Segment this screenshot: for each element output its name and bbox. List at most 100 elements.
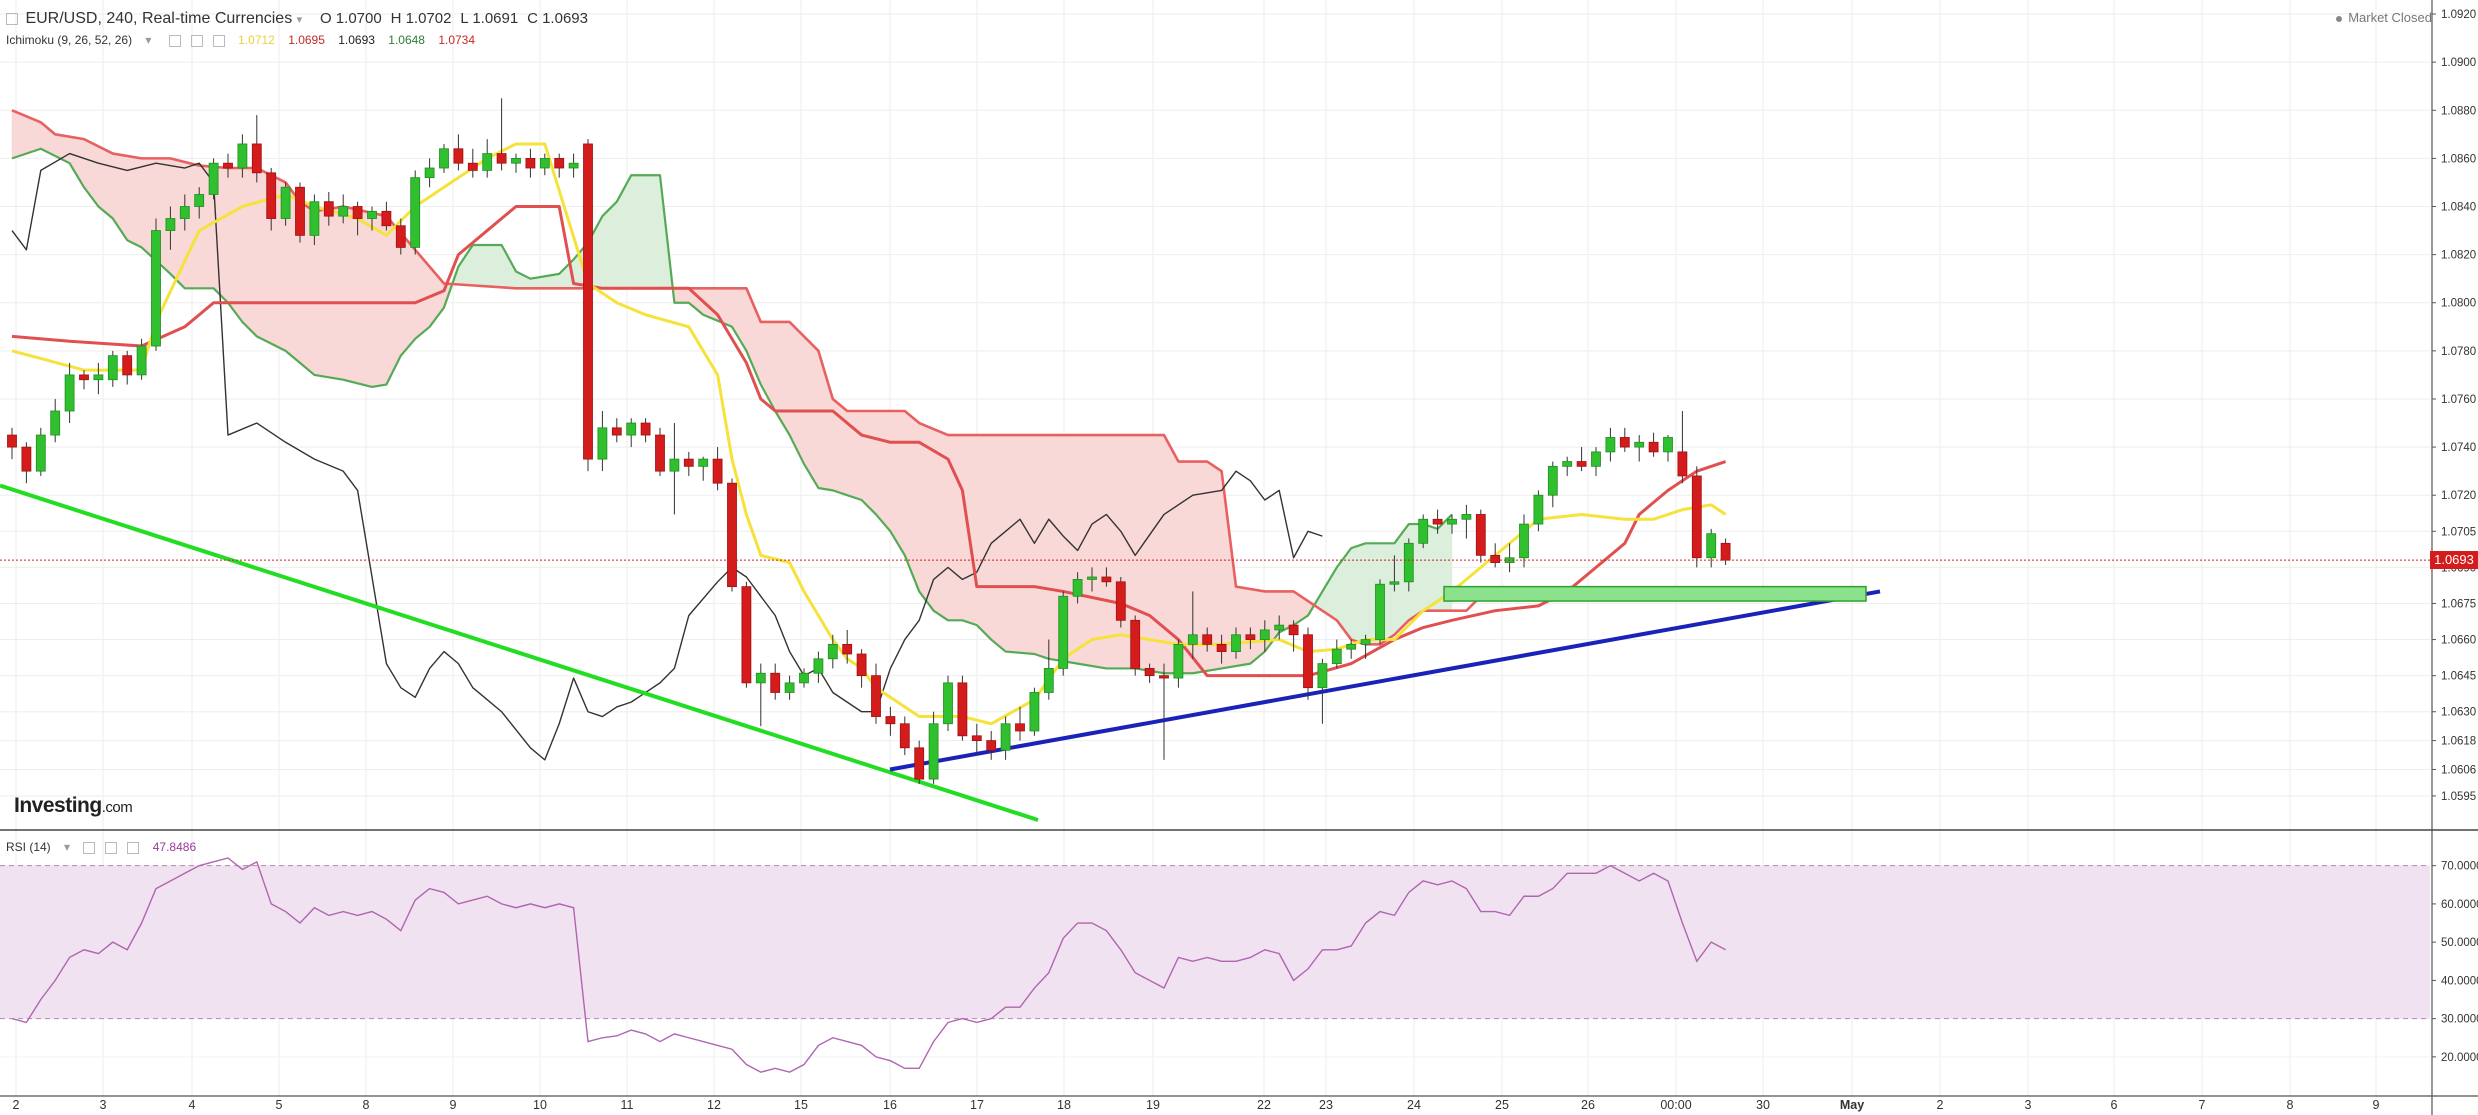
x-tick-label-5: 9: [450, 1098, 457, 1112]
candle-body: [611, 427, 622, 436]
candle-body: [280, 186, 291, 219]
symbol-title[interactable]: EUR/USD, 240, Real-time Currencies: [25, 10, 293, 27]
chevron-down-icon[interactable]: ▾: [296, 14, 303, 26]
x-tick-label-2: 4: [189, 1098, 196, 1112]
cloud-segment: [382, 215, 387, 386]
candle-body: [467, 162, 478, 171]
x-tick-label-1: 3: [100, 1098, 107, 1112]
cloud-segment: [1347, 547, 1352, 641]
candle-body: [1634, 441, 1645, 448]
rsi-name[interactable]: RSI (14): [6, 840, 51, 854]
chevron-down-icon[interactable]: ▾: [145, 33, 152, 47]
cloud-segment: [756, 313, 762, 385]
cloud-segment: [101, 147, 106, 214]
x-tick-label-4: 8: [363, 1098, 370, 1112]
cloud-segment: [879, 410, 884, 524]
cloud-segment: [36, 120, 42, 151]
cloud-segment: [1242, 587, 1248, 666]
indicator-name[interactable]: Ichimoku (9, 26, 52, 26): [6, 33, 133, 47]
candle-body: [1360, 639, 1371, 645]
cloud-segment: [724, 288, 729, 326]
candle-body: [439, 148, 449, 169]
cloud-segment: [1257, 589, 1262, 659]
candle-body: [21, 446, 32, 472]
cloud-segment: [602, 211, 607, 289]
candle-body: [1058, 595, 1069, 669]
cloud-segment: [1289, 591, 1294, 628]
collapse-icon[interactable]: [6, 12, 18, 25]
candle-body: [640, 422, 651, 436]
cloud-segment: [1214, 465, 1219, 670]
cloud-segment: [260, 169, 265, 341]
y-tick-label-9: 1.0740: [2441, 442, 2476, 454]
candle-body: [1101, 576, 1112, 583]
candle-body: [842, 643, 853, 655]
cloud-segment: [627, 175, 632, 289]
chikou-value: 1.0693: [338, 33, 375, 47]
eye-icon[interactable]: [83, 841, 96, 854]
cloud-segment: [767, 321, 772, 405]
candle-body: [597, 427, 608, 460]
cloud-segment: [252, 167, 258, 338]
cloud-segment: [623, 181, 628, 289]
ohlc-low: L 1.0691: [460, 10, 519, 27]
candle-body: [223, 162, 233, 169]
settings-icon[interactable]: [190, 34, 203, 47]
chevron-down-icon[interactable]: ▾: [64, 840, 71, 854]
candle-body: [871, 675, 881, 717]
cloud-segment: [58, 134, 63, 160]
cloud-segment: [486, 244, 492, 287]
cloud-segment: [1145, 434, 1150, 672]
x-tick-label-8: 12: [707, 1098, 721, 1112]
cloud-segment: [882, 410, 888, 528]
cloud-segment: [1124, 434, 1129, 669]
cloud-segment: [544, 275, 549, 289]
cloud-segment: [800, 332, 805, 465]
close-icon[interactable]: [127, 841, 140, 854]
cloud-segment: [479, 244, 484, 287]
cloud-segment: [814, 346, 819, 489]
tenkan-value: 1.0712: [238, 33, 275, 47]
close-icon[interactable]: [212, 34, 225, 47]
cloud-segment: [1350, 546, 1356, 642]
cloud-segment: [1293, 590, 1298, 626]
candle-body: [914, 747, 925, 780]
y-tick-label-14: 1.0660: [2441, 635, 2476, 647]
cloud-segment: [1001, 434, 1006, 653]
cloud-segment: [1394, 537, 1399, 636]
cloud-segment: [375, 213, 380, 387]
downtrend-line: [0, 483, 1039, 822]
candle-body: [1346, 643, 1357, 650]
cloud-segment: [1235, 586, 1240, 667]
cloud-segment: [987, 434, 992, 641]
settings-icon[interactable]: [105, 841, 118, 854]
cloud-segment: [342, 206, 348, 381]
candle-body: [136, 345, 147, 376]
eye-icon[interactable]: [168, 34, 181, 47]
candle-body: [971, 735, 982, 742]
candle-body: [1547, 465, 1558, 496]
x-tick-label-6: 10: [533, 1098, 547, 1112]
candle-body: [1389, 581, 1400, 585]
candlesticks: [7, 98, 1731, 784]
cloud-segment: [231, 167, 236, 314]
candle-body: [237, 143, 248, 169]
cloud-segment: [494, 244, 499, 288]
cloud-segment: [134, 156, 139, 247]
cloud-segment: [328, 208, 333, 379]
cloud-segment: [1109, 434, 1114, 669]
candle-body: [208, 162, 219, 195]
candle-body: [755, 672, 766, 684]
cloud-segment: [555, 273, 560, 289]
candle-body: [683, 458, 694, 467]
cloud-segment: [162, 158, 168, 272]
cloud-segment: [764, 321, 769, 398]
y-tick-label-11: 1.0705: [2441, 526, 2476, 538]
cloud-segment: [605, 208, 610, 289]
candle-body: [1015, 723, 1025, 732]
candle-body: [1000, 723, 1011, 751]
cloud-segment: [1340, 557, 1345, 631]
cloud-segment: [1106, 434, 1111, 669]
x-tick-label-21: May: [1840, 1098, 1864, 1112]
